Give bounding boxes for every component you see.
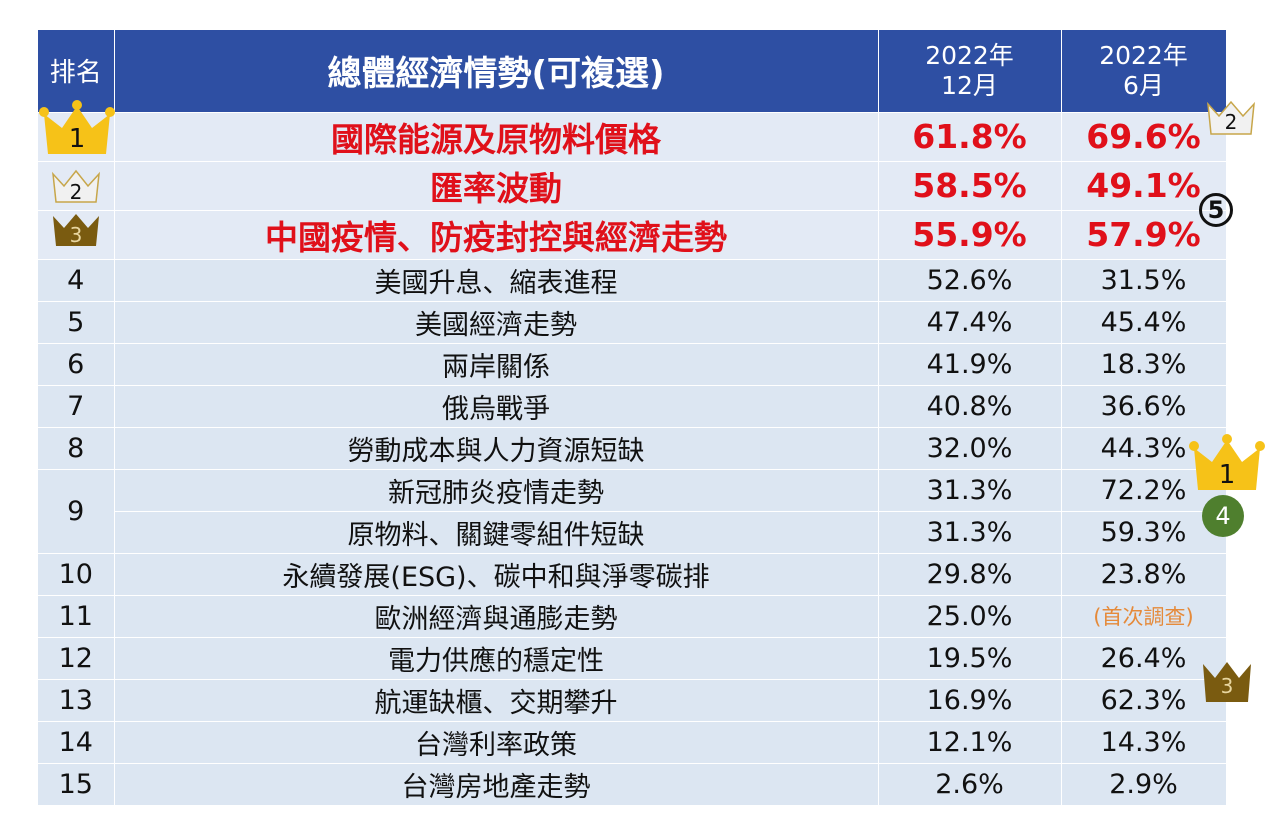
- table-row: 11 歐洲經濟與通膨走勢 25.0% (首次調查): [38, 595, 1227, 638]
- dec-value: 52.6%: [878, 259, 1062, 302]
- table-row: 14 台灣利率政策 12.1% 14.3%: [38, 721, 1227, 764]
- crown-gold-number: 1: [1218, 460, 1236, 490]
- item-cell: 匯率波動: [114, 161, 879, 211]
- dec-value: 19.5%: [878, 637, 1062, 680]
- table-row: 12 電力供應的穩定性 19.5% 26.4%: [38, 637, 1227, 680]
- crown-gold-icon: 1: [38, 98, 116, 156]
- dec-value: 25.0%: [878, 595, 1062, 638]
- header-dec: 2022年 12月: [878, 30, 1062, 113]
- item-cell: 兩岸關係: [114, 343, 879, 386]
- crown-silver-icon: 2: [1205, 100, 1257, 136]
- jun-value: 59.3%: [1061, 511, 1227, 554]
- rank-cell: 12: [38, 637, 115, 680]
- rank-cell: 7: [38, 385, 115, 428]
- dec-value: 61.8%: [878, 112, 1062, 162]
- rank-cell: 11: [38, 595, 115, 638]
- dec-value: 47.4%: [878, 301, 1062, 344]
- crown-bronze-icon: 3: [1200, 660, 1254, 704]
- item-cell: 勞動成本與人力資源短缺: [114, 427, 879, 470]
- table-row: 中國疫情、防疫封控與經濟走勢 55.9% 57.9%: [38, 210, 1227, 260]
- item-cell: 台灣房地產走勢: [114, 763, 879, 806]
- green-circle-number: 4: [1202, 495, 1244, 537]
- crown-silver-number: 2: [69, 180, 83, 204]
- header-rank: 排名: [38, 30, 115, 113]
- dec-value: 2.6%: [878, 763, 1062, 806]
- jun-value: 69.6%: [1061, 112, 1227, 162]
- table-row: 15 台灣房地產走勢 2.6% 2.9%: [38, 763, 1227, 806]
- crown-gold-icon: 1: [1188, 432, 1266, 492]
- jun-value: 14.3%: [1061, 721, 1227, 764]
- item-cell: 原物料、關鍵零組件短缺: [114, 511, 879, 554]
- table-row: 6 兩岸關係 41.9% 18.3%: [38, 343, 1227, 386]
- crown-gold-number: 1: [68, 124, 86, 154]
- header-jun: 2022年 6月: [1061, 30, 1227, 113]
- item-cell: 航運缺櫃、交期攀升: [114, 679, 879, 722]
- item-cell: 新冠肺炎疫情走勢: [114, 469, 879, 512]
- jun-value: 49.1%: [1061, 161, 1227, 211]
- jun-value-note: (首次調查): [1061, 595, 1227, 638]
- table-row: 7 俄烏戰爭 40.8% 36.6%: [38, 385, 1227, 428]
- dec-value: 12.1%: [878, 721, 1062, 764]
- rank-cell: 8: [38, 427, 115, 470]
- crown-bronze-icon: 3: [50, 212, 102, 248]
- rank-cell: 4: [38, 259, 115, 302]
- dec-value: 29.8%: [878, 553, 1062, 596]
- jun-value: 57.9%: [1061, 210, 1227, 260]
- table-row: 匯率波動 58.5% 49.1%: [38, 161, 1227, 211]
- dec-value: 32.0%: [878, 427, 1062, 470]
- jun-value: 45.4%: [1061, 301, 1227, 344]
- jun-value: 2.9%: [1061, 763, 1227, 806]
- jun-value: 26.4%: [1061, 637, 1227, 680]
- rank-cell: 9: [38, 469, 115, 554]
- table-row: 10 永續發展(ESG)、碳中和與淨零碳排 29.8% 23.8%: [38, 553, 1227, 596]
- jun-value: 62.3%: [1061, 679, 1227, 722]
- jun-value: 31.5%: [1061, 259, 1227, 302]
- crown-silver-number: 2: [1224, 110, 1238, 134]
- header-title: 總體經濟情勢(可複選): [114, 30, 879, 113]
- circled-number-five: 5: [1199, 193, 1233, 227]
- rank-cell: 15: [38, 763, 115, 806]
- crown-bronze-number: 3: [1220, 674, 1234, 698]
- table-row: 13 航運缺櫃、交期攀升 16.9% 62.3%: [38, 679, 1227, 722]
- dec-value: 55.9%: [878, 210, 1062, 260]
- header-jun-year: 2022年: [1099, 40, 1188, 70]
- jun-value: 23.8%: [1061, 553, 1227, 596]
- item-cell: 俄烏戰爭: [114, 385, 879, 428]
- item-cell: 台灣利率政策: [114, 721, 879, 764]
- header-dec-year: 2022年: [925, 40, 1014, 70]
- rank-cell: 5: [38, 301, 115, 344]
- rank-cell: 14: [38, 721, 115, 764]
- header-row: 排名 總體經濟情勢(可複選) 2022年 12月 2022年 6月: [38, 30, 1227, 113]
- header-jun-month: 6月: [1123, 70, 1164, 100]
- item-cell: 永續發展(ESG)、碳中和與淨零碳排: [114, 553, 879, 596]
- dec-value: 40.8%: [878, 385, 1062, 428]
- jun-value: 36.6%: [1061, 385, 1227, 428]
- table-row: 9 新冠肺炎疫情走勢 31.3% 72.2%: [38, 469, 1227, 554]
- item-cell: 國際能源及原物料價格: [114, 112, 879, 162]
- item-cell: 中國疫情、防疫封控與經濟走勢: [114, 210, 879, 260]
- crown-silver-icon: 2: [50, 168, 102, 204]
- header-dec-month: 12月: [941, 70, 998, 100]
- jun-value: 18.3%: [1061, 343, 1227, 386]
- rank-cell: 6: [38, 343, 115, 386]
- rank-cell: 10: [38, 553, 115, 596]
- item-cell: 電力供應的穩定性: [114, 637, 879, 680]
- table-row: 5 美國經濟走勢 47.4% 45.4%: [38, 301, 1227, 344]
- dec-value: 31.3%: [878, 469, 1062, 512]
- item-cell: 美國經濟走勢: [114, 301, 879, 344]
- rank-cell: 13: [38, 679, 115, 722]
- dec-value: 16.9%: [878, 679, 1062, 722]
- table-row: 原物料、關鍵零組件短缺 31.3% 59.3%: [38, 511, 1227, 554]
- ranking-table: 排名 總體經濟情勢(可複選) 2022年 12月 2022年 6月 國際能源及原…: [38, 30, 1227, 806]
- dec-value: 31.3%: [878, 511, 1062, 554]
- table-row: 4 美國升息、縮表進程 52.6% 31.5%: [38, 259, 1227, 302]
- dec-value: 58.5%: [878, 161, 1062, 211]
- item-cell: 歐洲經濟與通膨走勢: [114, 595, 879, 638]
- crown-bronze-number: 3: [69, 223, 83, 247]
- item-cell: 美國升息、縮表進程: [114, 259, 879, 302]
- dec-value: 41.9%: [878, 343, 1062, 386]
- table-row: 8 勞動成本與人力資源短缺 32.0% 44.3%: [38, 427, 1227, 470]
- table-row: 國際能源及原物料價格 61.8% 69.6%: [38, 112, 1227, 162]
